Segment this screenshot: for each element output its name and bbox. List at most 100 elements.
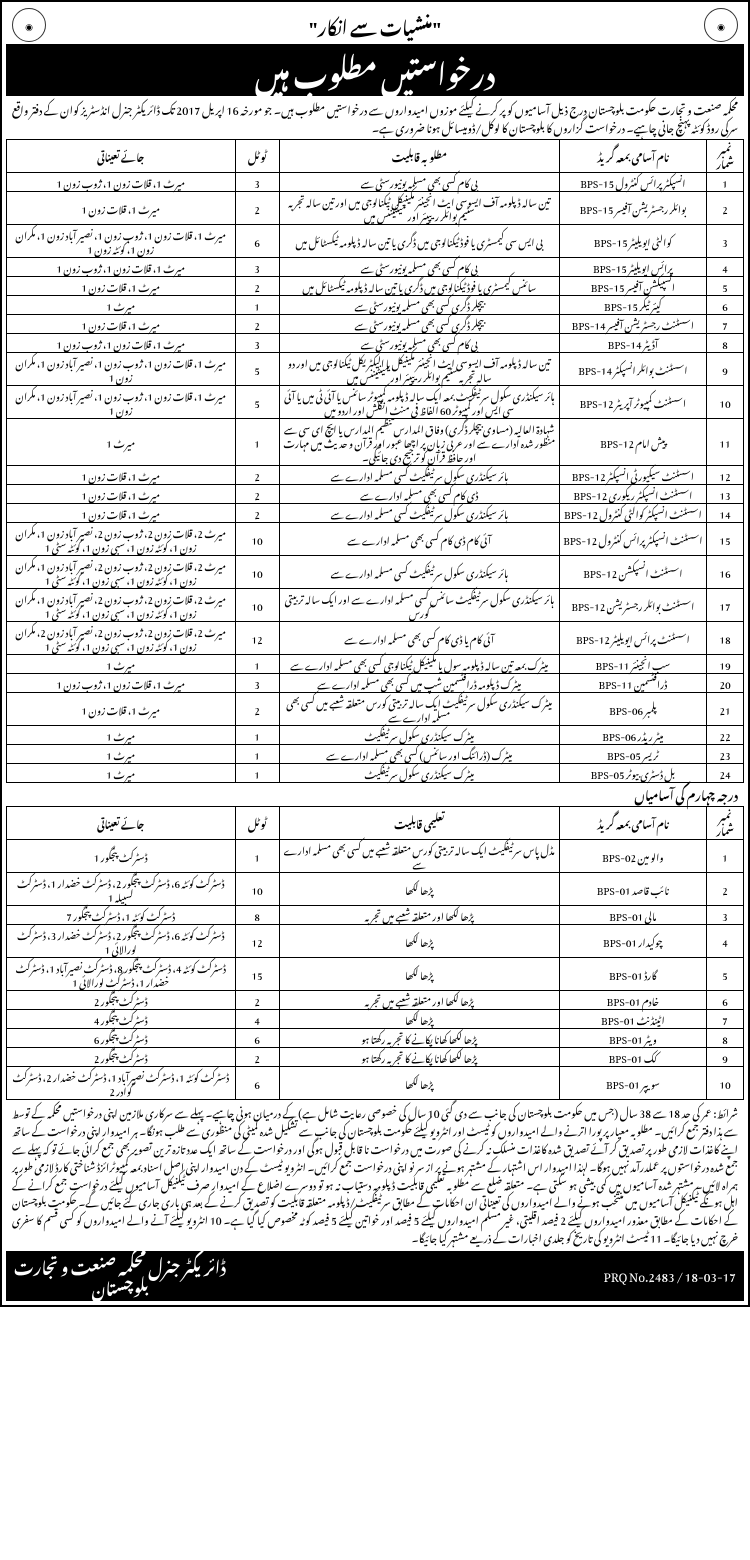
table-row: 9اسسٹنٹ بوائلر انسپکٹر BPS-14تین سالہ ڈپ…: [7, 353, 744, 386]
cell-t: 10: [235, 873, 279, 906]
cell-pl: میرٹ 1: [7, 419, 236, 466]
cell-p: کک BPS-01: [559, 1048, 706, 1067]
cell-n: 2: [707, 192, 744, 225]
prq-number: PRQ No.2483 / 18-03-17: [604, 1267, 736, 1284]
cell-p: سویپر BPS-01: [559, 1067, 706, 1100]
cell-q: پڑھا لکھا کھانا پکانے کا تجربہ رکھتا ہو: [279, 1048, 559, 1067]
table-header-row: نمبر شمار نام آسامی بمعہ گریڈ مطلوبہ قاب…: [7, 140, 744, 173]
cell-n: 21: [707, 693, 744, 726]
cell-n: 1: [707, 840, 744, 873]
header-sno: نمبر شمار: [707, 807, 744, 840]
table-header-row: نمبر شمار نام آسامی بمعہ گریڈ تعلیمی قاب…: [7, 807, 744, 840]
cell-p: مالی BPS-01: [559, 906, 706, 925]
cell-q: پڑھا لکھا: [279, 1067, 559, 1100]
cell-t: 2: [235, 1048, 279, 1067]
cell-q: بی ایس سی کیمسٹری یا فوڈ ٹیکنالوجی میں ڈ…: [279, 225, 559, 258]
table-row: 5گارڈ BPS-01پڑھا لکھا15ڈسٹرکٹ کوئٹہ 4، ڈ…: [7, 958, 744, 991]
cell-p: اسسٹنٹ بوائلر انسپکٹر BPS-14: [559, 353, 706, 386]
conditions-text: شرائط: عمر کی حد 18 سے 38 سال (جس میں حک…: [6, 1100, 744, 1251]
cell-q: پڑھا لکھا: [279, 925, 559, 958]
cell-p: اسسٹنٹ پرائس ایویلیٹر BPS-12: [559, 622, 706, 655]
cell-pl: ڈسٹرکٹ کوئٹہ 6، ڈسٹرکٹ پنجگور 2، ڈسٹرکٹ …: [7, 925, 236, 958]
cell-t: 8: [235, 906, 279, 925]
cell-p: نائب قاصد BPS-01: [559, 873, 706, 906]
signature-block: ڈائریکٹر جنرل محکمہ صنعت و تجارت بلوچستا…: [14, 1255, 226, 1297]
cell-t: 3: [235, 334, 279, 353]
cell-n: 10: [707, 386, 744, 419]
cell-t: 10: [235, 556, 279, 589]
cell-p: پیش امام BPS-12: [559, 419, 706, 466]
cell-pl: میرٹ 1، قلات زون 1، ژوب زون 1، نصیر آباد…: [7, 386, 236, 419]
table-row: 2نائب قاصد BPS-01پڑھا لکھا10ڈسٹرکٹ کوئٹہ…: [7, 873, 744, 906]
cell-p: اسسٹنٹ انسپکشن BPS-12: [559, 556, 706, 589]
cell-q: آئی کام یا ڈی کام کسی بھی مسلمہ ادارے سے: [279, 622, 559, 655]
table-row: 16اسسٹنٹ انسپکشن BPS-12ہائر سیکنڈری سکول…: [7, 556, 744, 589]
cell-t: 2: [235, 192, 279, 225]
intro-paragraph: محکمہ صنعت و تجارت حکومت بلوچستان درج ذی…: [6, 96, 744, 139]
cell-n: 5: [707, 958, 744, 991]
cell-t: 6: [235, 1067, 279, 1100]
cell-n: 14: [707, 504, 744, 523]
table-row: 2بوائلر رجسٹریشن آفیسر BPS-15تین سالہ ڈپ…: [7, 192, 744, 225]
logo-right: ◉: [704, 8, 738, 42]
cell-q: تین سالہ ڈپلومہ آف ایسوسی ایٹ انجینئر مک…: [279, 192, 559, 225]
header-post: نام آسامی بمعہ گریڈ: [559, 140, 706, 173]
page-container: ◉ "منشیات سے انکار" ◉ درخواستیں مطلوب ہی…: [0, 0, 750, 1307]
cell-pl: میرٹ 1، قلات زون 1، ژوب زون 1، نصیر آباد…: [7, 353, 236, 386]
cell-pl: میرٹ 1: [7, 764, 236, 783]
jobs-table-1: نمبر شمار نام آسامی بمعہ گریڈ مطلوبہ قاب…: [6, 139, 744, 783]
table-row: 1والو مین BPS-02مڈل پاس سرٹیفکیٹ ایک سال…: [7, 840, 744, 873]
cell-n: 20: [707, 674, 744, 693]
cell-n: 16: [707, 556, 744, 589]
logo-left: ◉: [12, 8, 46, 42]
cell-t: 2: [235, 693, 279, 726]
cell-pl: میرٹ 2، قلات زون 2، ژوب زون 2، نصیر آباد…: [7, 523, 236, 556]
cell-n: 9: [707, 353, 744, 386]
cell-t: 2: [235, 504, 279, 523]
cell-q: شہادۃ العالیہ (مساوی بیچلر ڈگری) وفاق ال…: [279, 419, 559, 466]
header-sno: نمبر شمار: [707, 140, 744, 173]
cell-t: 12: [235, 925, 279, 958]
cell-n: 18: [707, 622, 744, 655]
header-total: ٹوٹل: [235, 807, 279, 840]
cell-q: مڈل پاس سرٹیفکیٹ ایک سالہ تربیتی کورس مت…: [279, 840, 559, 873]
cell-q: تین سالہ ڈپلومہ آف ایسوسی ایٹ انجینئر مک…: [279, 353, 559, 386]
cell-p: اسسٹنٹ بوائلر رجسٹریشن BPS-12: [559, 589, 706, 622]
cell-t: 3: [235, 674, 279, 693]
cell-p: پلمبر BPS-06: [559, 693, 706, 726]
header-place: جائے تعیناتی: [7, 807, 236, 840]
table-row: 18اسسٹنٹ پرائس ایویلیٹر BPS-12آئی کام یا…: [7, 622, 744, 655]
cell-n: 3: [707, 906, 744, 925]
main-title: درخواستیں مطلوب ہیں: [6, 45, 744, 96]
cell-q: ہائر سیکنڈری سکول سرٹیفکیٹ بمعہ ایک سالہ…: [279, 386, 559, 419]
cell-t: 5: [235, 386, 279, 419]
cell-pl: ڈسٹرکٹ پنجگور 1: [7, 840, 236, 873]
cell-n: 1: [707, 173, 744, 192]
cell-n: 17: [707, 589, 744, 622]
cell-p: والو مین BPS-02: [559, 840, 706, 873]
cell-n: 9: [707, 1048, 744, 1067]
cell-p: ڈرافٹسمین BPS-11: [559, 674, 706, 693]
cell-pl: میرٹ 1، قلات زون 1: [7, 192, 236, 225]
cell-t: 15: [235, 958, 279, 991]
cell-pl: میرٹ 1، قلات زون 1، ژوب زون 1، نصیر آباد…: [7, 225, 236, 258]
header-place: جائے تعیناتی: [7, 140, 236, 173]
table-row: 24بل ڈسٹری بیوٹر BPS-05میٹرک سیکنڈری سکو…: [7, 764, 744, 783]
cell-t: 12: [235, 622, 279, 655]
footer-bar: PRQ No.2483 / 18-03-17 ڈائریکٹر جنرل محک…: [6, 1251, 744, 1301]
cell-q: ہائر سیکنڈری سکول سرٹیفکیٹ کسی مسلمہ ادا…: [279, 556, 559, 589]
cell-q: ہائر سیکنڈری سکول سرٹیفکیٹ سائنس کسی مسل…: [279, 589, 559, 622]
cell-q: پڑھا لکھا: [279, 958, 559, 991]
cell-n: 11: [707, 419, 744, 466]
table-row: 10سویپر BPS-01پڑھا لکھا6ڈسٹرکٹ کوئٹہ 1، …: [7, 1067, 744, 1100]
cell-pl: ڈسٹرکٹ کوئٹہ 1، ڈسٹرکٹ نصیرآباد 1، ڈسٹرک…: [7, 1067, 236, 1100]
cell-q: میٹرک سیکنڈری سکول سرٹیفکیٹ ایک سالہ ترب…: [279, 693, 559, 726]
cell-t: 3: [235, 173, 279, 192]
cell-pl: میرٹ 1، قلات زون 1، ژوب زون 1: [7, 674, 236, 693]
table-row: 11پیش امام BPS-12شہادۃ العالیہ (مساوی بی…: [7, 419, 744, 466]
cell-n: 15: [707, 523, 744, 556]
cell-q: پڑھا لکھا اور متعلقہ شعبے میں تجربہ: [279, 906, 559, 925]
cell-pl: میرٹ 1، قلات زون 1، ژوب زون 1: [7, 173, 236, 192]
cell-p: انسپکٹر پرائس کنٹرول BPS-15: [559, 173, 706, 192]
table-row: 17اسسٹنٹ بوائلر رجسٹریشن BPS-12ہائر سیکن…: [7, 589, 744, 622]
